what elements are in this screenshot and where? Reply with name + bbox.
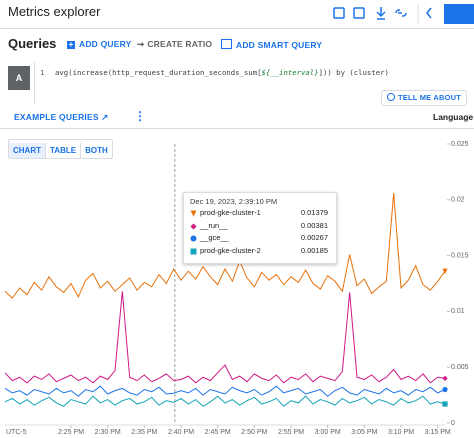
button-label: ADD QUERY [79,39,132,49]
icon-link[interactable] [395,9,407,17]
tooltip-row: prod-gke-cluster-1 0.01379 [190,208,328,220]
divider [0,28,474,29]
divider [0,128,474,129]
marker [190,248,197,254]
line-number: 1 [40,68,45,77]
chart: UTC-5 2:25 PM 2:30 PM 2:35 PM 2:40 PM 2:45 PM… [4,141,469,436]
link-label: EXAMPLE QUERIES [14,112,99,122]
tell-me-about-button[interactable]: TELL ME ABOUT [381,90,468,106]
example-queries-link[interactable]: EXAMPLE QUERIES ↗ [14,112,109,122]
x-tick-label: 2:30 PM [95,429,121,436]
section-title: Queries [8,36,57,51]
x-tick-label: 2:25 PM [58,429,84,436]
y-tick-label: 0.005 [451,364,469,371]
series-name: __gce__ [200,233,229,242]
x-tick-label: 3:15 PM [425,429,451,436]
code-line: avg(increase(http_request_duration_secon… [55,68,389,77]
series-line [4,385,446,397]
button-label: CREATE RATIO [147,39,213,49]
x-tick-label: 2:50 PM [241,429,267,436]
y-tick-label: 0.025 [451,141,469,148]
x-tick-label: 3:05 PM [351,429,377,436]
side-button[interactable] [444,4,474,24]
x-tick-label: 2:45 PM [205,429,231,436]
tooltip-row: prod-gke-cluster-2 0.00185 [190,246,328,258]
tab[interactable]: BOTH [85,146,108,155]
tab[interactable]: TABLE [46,143,82,158]
tooltip-time: Dec 19, 2023, 2:39:10 PM [190,197,278,206]
add-query-button[interactable]: + ADD QUERY [67,39,132,49]
legend-marker [190,235,197,242]
y-tick-label: 0.01 [451,308,465,315]
end-marker [442,401,448,407]
query-label: A [8,66,30,90]
series-value: 0.00267 [300,233,328,242]
series-value: 0.00381 [300,220,328,230]
tab[interactable]: CHART [9,143,46,158]
more-menu[interactable]: ⋮ [134,109,146,123]
create-ratio-button[interactable]: ⇝ CREATE RATIO [137,39,213,49]
x-tick-label: 2:35 PM [131,429,157,436]
series-name: prod-gke-cluster-1 [200,208,261,217]
y-tick-label: 0.02 [451,197,465,204]
tooltip-row: __run__ 0.00381 [190,221,328,233]
legend-marker [190,223,197,229]
legend-marker [190,248,197,254]
icon-back[interactable] [426,7,432,19]
add-smart-query-button[interactable]: ADD SMART QUERY [221,39,322,50]
series-value: 0.00185 [300,245,328,255]
code-variable: ${__interval} [261,68,319,77]
series-line [4,291,446,384]
x-tick-label: 2:55 PM [278,429,304,436]
series-name: __run__ [200,220,228,230]
series-name: prod-gke-cluster-2 [200,245,261,255]
timezone-label: UTC-5 [6,429,27,436]
code-text: avg(increase(http_request_duration_secon… [55,68,262,77]
tooltip-row: __gce__ 0.00267 [190,233,328,245]
series-value: 0.01379 [300,208,328,217]
toolbar-icons [333,4,474,24]
marker [190,235,197,242]
series-line [4,193,446,299]
end-marker [442,386,448,393]
end-marker [442,268,448,274]
icon-code[interactable] [353,7,365,19]
y-tick-label: 0 [451,420,455,427]
language-label: Language: [433,112,474,122]
tooltip: Dec 19, 2023, 2:39:10 PM prod-gke-cluste… [183,192,337,264]
view-tabs: CHART TABLE BOTH [8,139,113,159]
x-tick-label: 3:10 PM [388,429,414,436]
icon-panel[interactable] [333,7,345,19]
marker [190,210,197,217]
y-tick-label: 0.015 [451,252,469,259]
button-label: TELL ME ABOUT [398,93,462,102]
page-title: Metrics explorer [8,4,101,19]
marker [190,223,197,229]
series-line [4,395,446,407]
x-tick-label: 3:00 PM [315,429,341,436]
code-text: ])) by (cluster) [318,68,389,77]
icon-download[interactable] [376,7,386,20]
button-label: ADD SMART QUERY [236,40,323,50]
legend-marker [190,210,197,217]
end-marker [442,375,448,381]
x-tick-label: 2:40 PM [168,429,194,436]
